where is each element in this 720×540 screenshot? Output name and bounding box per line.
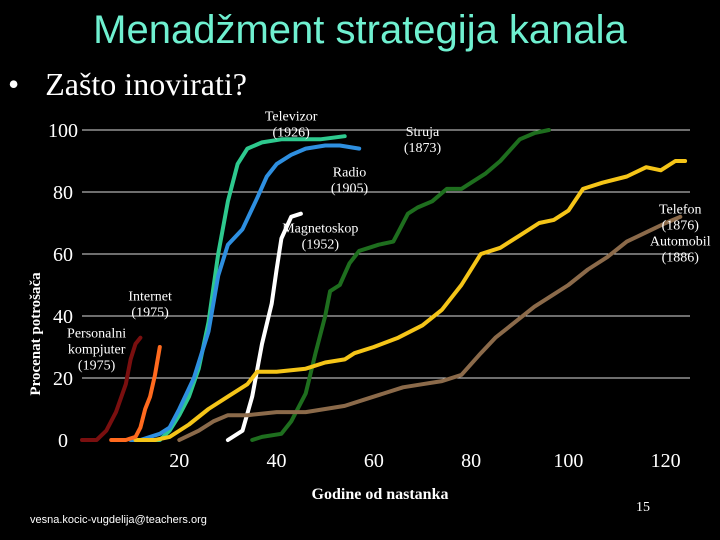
series-annotations: Televizor (1926) Struja (1873) Radio (1905) Ma… [67, 110, 711, 374]
series-line-2 [128, 143, 362, 442]
x-tick-80: 80 [461, 450, 481, 472]
y-tick-60: 60 [53, 244, 73, 266]
annotation-0: Televizor (1926) [265, 110, 318, 141]
x-axis-label: Godine od nastanka [312, 486, 449, 503]
x-tick-100: 100 [553, 450, 583, 472]
annotation-5: Internet (1975) [128, 290, 172, 321]
annotation-2: Radio (1905) [331, 166, 369, 197]
x-tick-20: 20 [169, 450, 189, 472]
bullet-point: • Zašto inovirati? [8, 66, 247, 103]
slide-title: Menadžment strategija kanala [93, 8, 627, 52]
bullet-question: Zašto inovirati? [45, 66, 247, 102]
series-line-1 [148, 134, 347, 442]
series-line-5 [177, 214, 683, 442]
y-tick-20: 20 [53, 368, 73, 390]
series-line-7 [80, 335, 143, 442]
series-line-3 [225, 211, 303, 442]
series-line-4 [133, 159, 688, 442]
y-tick-labels: 0 20 40 60 80 100 [48, 120, 78, 452]
x-tick-60: 60 [364, 450, 384, 472]
x-tick-40: 40 [267, 450, 287, 472]
gridlines [82, 129, 690, 379]
series-line-6 [109, 345, 162, 442]
annotation-6: Personalni kompjuter (1975) [67, 327, 126, 374]
y-axis-label: Procenat potrošača [28, 272, 44, 396]
series-line-0 [250, 128, 551, 442]
y-tick-0: 0 [58, 430, 68, 452]
annotation-1: Struja (1873) [404, 125, 442, 156]
annotation-3: Magnetoskop (1952) [282, 221, 358, 252]
series-lines [80, 128, 688, 442]
x-tick-120: 120 [651, 450, 681, 472]
x-tick-labels: 20 40 60 80 100 120 [169, 450, 680, 472]
page-number: 15 [636, 500, 650, 515]
y-tick-100: 100 [48, 120, 78, 142]
author-email: vesna.kocic-vugdelija@teachers.org [30, 514, 207, 526]
y-tick-40: 40 [53, 306, 73, 328]
annotation-4: Telefon (1876) Automobil (1886) [650, 203, 711, 266]
y-tick-80: 80 [53, 182, 73, 204]
bullet-icon: • [8, 66, 20, 102]
